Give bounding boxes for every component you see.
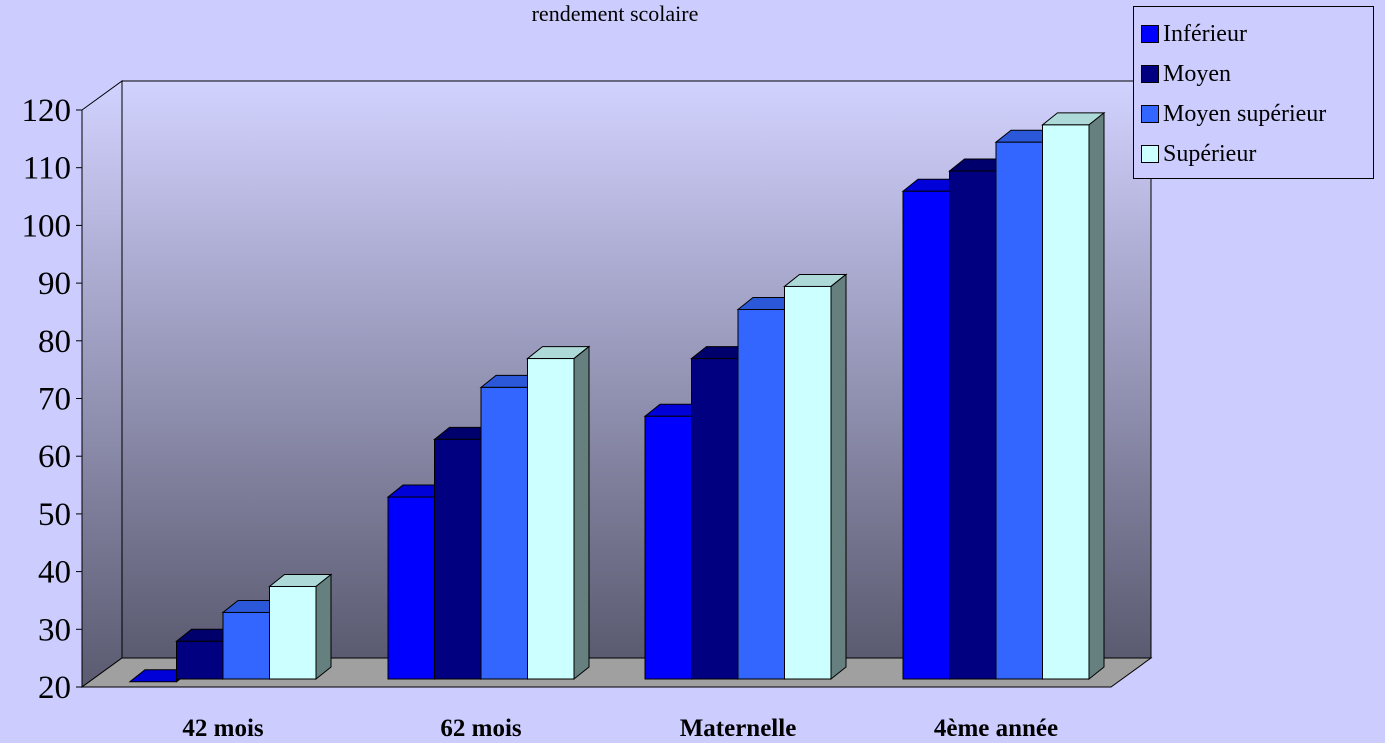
bar-front (222, 611, 270, 680)
bar-front (644, 415, 692, 680)
bar (526, 345, 591, 681)
legend: Inférieur Moyen Moyen supérieur Supérieur (1133, 6, 1374, 179)
bar-front (902, 190, 950, 680)
bar (1041, 111, 1106, 681)
chart-title: rendement scolaire (531, 1, 699, 26)
bar (783, 273, 848, 681)
legend-swatch (1141, 25, 1159, 43)
y-tick-label: 40 (38, 555, 71, 591)
x-category-label: 42 mois (182, 715, 264, 742)
legend-swatch (1141, 105, 1159, 123)
legend-item: Moyen (1134, 54, 1373, 94)
y-tick-label: 70 (38, 382, 71, 418)
bar-front (784, 285, 832, 680)
legend-label: Moyen supérieur (1163, 100, 1327, 127)
legend-label: Supérieur (1163, 140, 1257, 167)
bar-front (269, 585, 317, 680)
side-wall (81, 80, 123, 688)
legend-item: Inférieur (1134, 14, 1373, 54)
axis-labels: 20 30 40 50 60 70 80 90 100 110 120 42 mois 62 mois M… (22, 93, 1059, 742)
x-category-label: 62 mois (440, 715, 522, 742)
legend-swatch (1141, 145, 1159, 163)
bar-front (995, 141, 1043, 680)
bar-front (691, 358, 739, 680)
bar-front (434, 438, 482, 680)
legend-item: Moyen supérieur (1134, 94, 1373, 134)
x-category-label: Maternelle (680, 715, 797, 742)
y-tick-label: 60 (38, 439, 71, 475)
legend-swatch (1141, 65, 1159, 83)
bar-side (315, 573, 332, 681)
legend-label: Inférieur (1163, 20, 1247, 47)
legend-item: Supérieur (1134, 134, 1373, 174)
bar (268, 573, 333, 681)
bar-side (830, 273, 847, 681)
bar-front (737, 309, 785, 680)
y-tick-label: 90 (38, 266, 71, 302)
y-tick-label: 50 (38, 497, 71, 533)
x-category-label: 4ème année (934, 715, 1058, 742)
bar-side (573, 345, 590, 681)
y-tick-label: 110 (23, 151, 71, 187)
bar-front (949, 170, 997, 680)
legend-label: Moyen (1163, 60, 1231, 87)
y-tick-label: 30 (38, 612, 71, 648)
bar-front (387, 496, 435, 680)
bar-front (527, 358, 575, 680)
y-tick-label: 100 (22, 208, 72, 244)
bar-front (176, 640, 224, 680)
y-tick-label: 80 (38, 324, 71, 360)
y-tick-label: 120 (22, 93, 72, 129)
bars (128, 111, 1106, 683)
bar-side (1088, 111, 1105, 681)
y-tick-label: 20 (38, 670, 71, 706)
bar-front (480, 386, 528, 680)
bar-front (1042, 124, 1090, 680)
